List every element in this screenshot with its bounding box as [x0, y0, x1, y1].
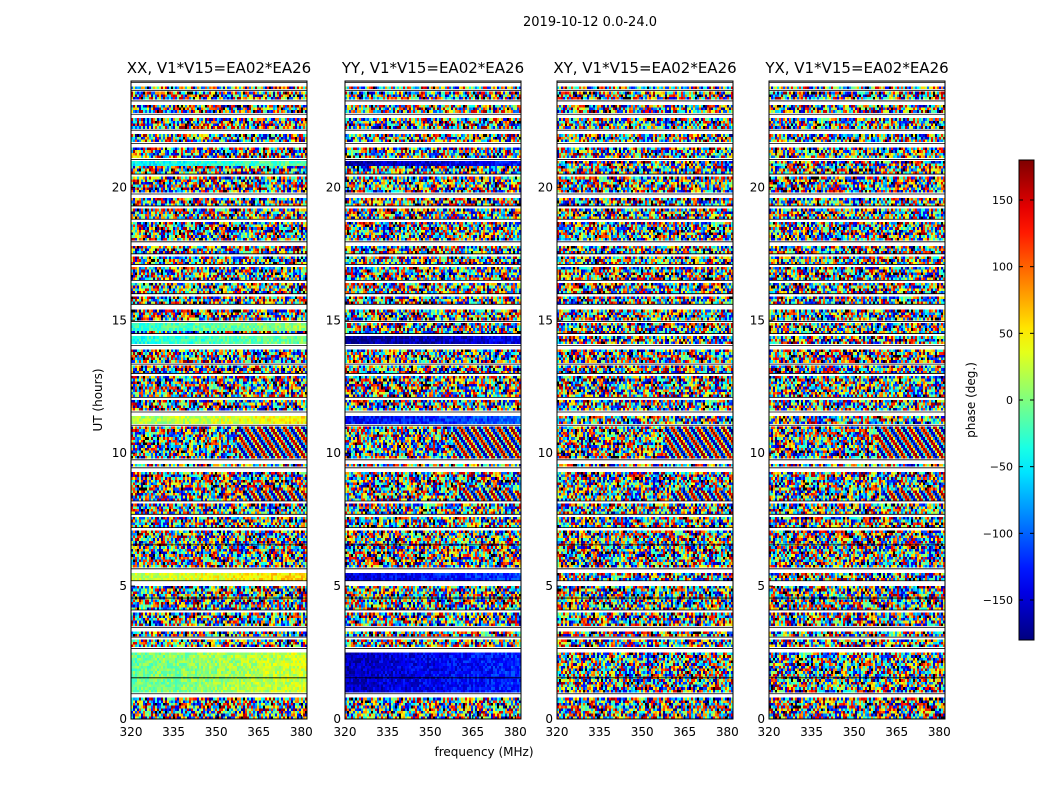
y-tick-label: 5: [333, 579, 341, 593]
x-tick-label: 365: [247, 725, 270, 739]
y-tick-label: 5: [757, 579, 765, 593]
panel-frame: [344, 80, 522, 720]
x-tick-label: 350: [631, 725, 654, 739]
panel-title: YX, V1*V15=EA02*EA26: [764, 59, 948, 77]
x-tick-label: 350: [205, 725, 228, 739]
y-tick-label: 15: [750, 313, 765, 327]
y-tick-label: 20: [538, 180, 553, 194]
panel-title: XX, V1*V15=EA02*EA26: [127, 59, 311, 77]
heatmap-xy: [557, 81, 733, 719]
heatmap-yx: [769, 81, 945, 719]
x-tick-label: 350: [419, 725, 442, 739]
panel-yx: YX, V1*V15=EA02*EA26 320 335 350 365 380 0 5 10 1…: [750, 59, 951, 739]
colorbar-label: phase (deg.): [964, 362, 978, 438]
panel-xy: XY, V1*V15=EA02*EA26 320 335 350 365 380 0 5 10 1…: [538, 59, 739, 739]
y-tick-label: 15: [326, 313, 341, 327]
colorbar-tick-label: −150: [983, 594, 1013, 607]
y-tick-label: 10: [538, 446, 553, 460]
x-tick-label: 320: [546, 725, 569, 739]
colorbar-tick-label: 150: [992, 194, 1013, 207]
y-tick-label: 20: [750, 180, 765, 194]
panel-frame: [130, 80, 308, 720]
x-tick-label: 320: [120, 725, 143, 739]
panel-yy: YY, V1*V15=EA02*EA26 320 335 350 365 380 0 5 10 1…: [326, 59, 527, 739]
panel-title: XY, V1*V15=EA02*EA26: [553, 59, 736, 77]
y-tick-label: 10: [112, 446, 127, 460]
panel-xx: XX, V1*V15=EA02*EA26 320 335 350 365 380 0 5 10 1…: [112, 59, 313, 739]
y-axis-label: UT (hours): [91, 368, 105, 431]
colorbar-tick-label: −100: [983, 527, 1013, 540]
x-tick-label: 350: [843, 725, 866, 739]
panel-group: XX, V1*V15=EA02*EA26 320 335 350 365 380 0 5 10 1…: [112, 59, 951, 739]
y-tick-label: 10: [750, 446, 765, 460]
x-tick-label: 365: [673, 725, 696, 739]
x-tick-label: 335: [162, 725, 185, 739]
y-tick-label: 15: [538, 313, 553, 327]
y-tick-label: 15: [112, 313, 127, 327]
panel-title: YY, V1*V15=EA02*EA26: [341, 59, 524, 77]
heatmap-yy: [345, 81, 521, 719]
x-tick-label: 320: [334, 725, 357, 739]
y-tick-label: 0: [545, 712, 553, 726]
colorbar-tick-label: −50: [990, 461, 1013, 474]
colorbar-tick-label: 50: [999, 327, 1013, 340]
panel-frame: [556, 80, 734, 720]
x-tick-label: 320: [758, 725, 781, 739]
x-tick-label: 335: [376, 725, 399, 739]
x-tick-label: 380: [504, 725, 527, 739]
y-tick-label: 10: [326, 446, 341, 460]
y-tick-label: 5: [545, 579, 553, 593]
x-tick-label: 365: [461, 725, 484, 739]
x-tick-label: 380: [290, 725, 313, 739]
x-axis-label: frequency (MHz): [434, 745, 533, 759]
y-tick-label: 0: [119, 712, 127, 726]
x-tick-label: 365: [885, 725, 908, 739]
y-tick-label: 5: [119, 579, 127, 593]
heatmap-xx: [131, 81, 307, 719]
x-tick-label: 380: [928, 725, 951, 739]
y-tick-label: 0: [333, 712, 341, 726]
x-tick-label: 335: [588, 725, 611, 739]
y-tick-label: 0: [757, 712, 765, 726]
panel-frame: [768, 80, 946, 720]
figure-suptitle: 2019-10-12 0.0-24.0: [523, 15, 657, 30]
y-tick-label: 20: [326, 180, 341, 194]
colorbar: 150 100 50 0 −50 −100 −150: [983, 159, 1035, 641]
x-tick-label: 380: [716, 725, 739, 739]
x-tick-label: 335: [800, 725, 823, 739]
colorbar-tick-label: 0: [1006, 394, 1013, 407]
colorbar-tick-label: 100: [992, 261, 1013, 274]
y-tick-label: 20: [112, 180, 127, 194]
